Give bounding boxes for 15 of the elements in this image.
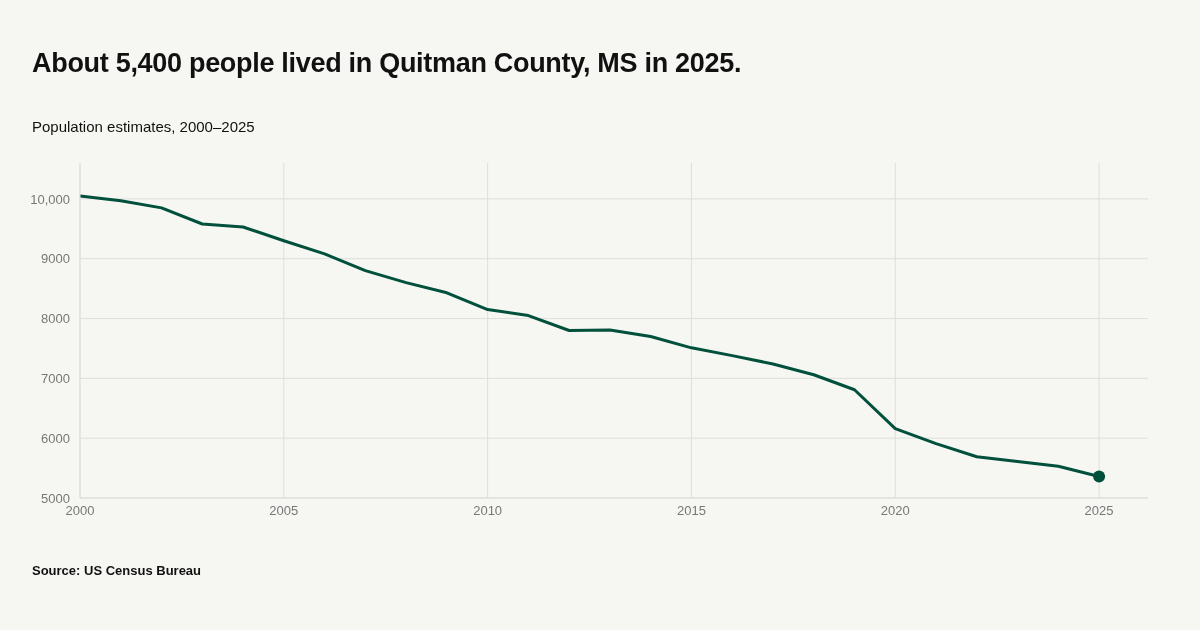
x-tick-label: 2010 [473, 503, 503, 519]
y-tick-label: 8000 [41, 311, 70, 327]
x-tick-label: 2020 [880, 503, 910, 519]
y-tick-label: 6000 [41, 430, 70, 446]
y-tick-label: 9000 [41, 251, 70, 267]
y-tick-label: 10,000 [30, 191, 70, 207]
y-tick-label: 7000 [41, 370, 70, 386]
x-tick-label: 2015 [676, 503, 706, 519]
source-note: Source: US Census Bureau [32, 563, 202, 578]
chart-title: About 5,400 people lived in Quitman County, MS in 2025. [32, 48, 742, 79]
x-tick-label: 2005 [269, 503, 299, 519]
x-tick-label: 2000 [65, 503, 95, 519]
x-tick-label: 2025 [1084, 503, 1114, 519]
y-tick-label: 5000 [41, 490, 70, 506]
chart-subtitle: Population estimates, 2000–2025 [32, 118, 255, 135]
